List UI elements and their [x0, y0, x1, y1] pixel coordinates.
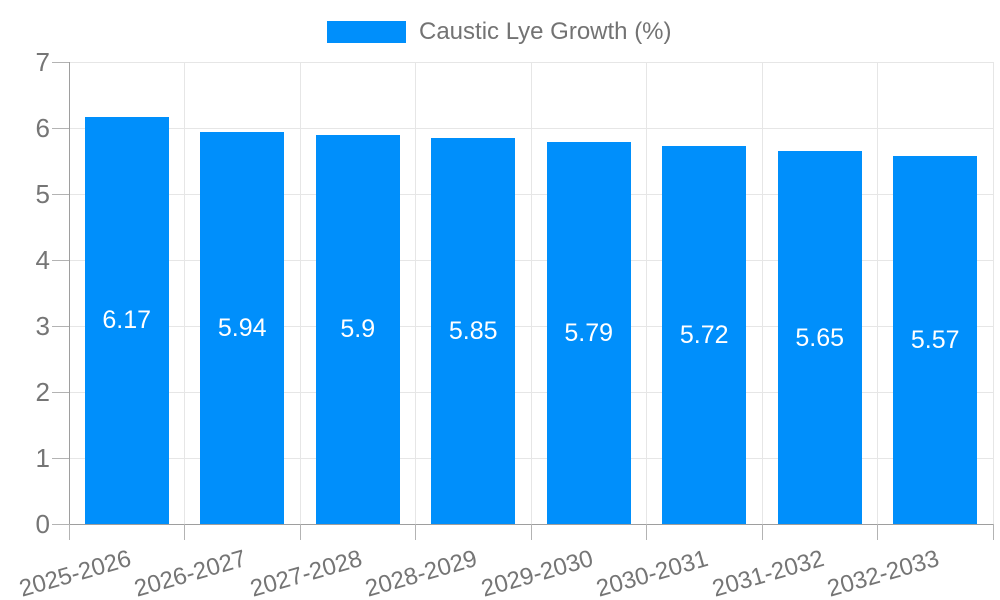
y-axis-tick: [52, 127, 69, 129]
y-axis-label: 3: [35, 311, 50, 341]
y-axis-tick: [52, 391, 69, 393]
bar-value-label: 5.57: [910, 326, 960, 355]
bar-value-label: 5.79: [564, 318, 614, 347]
legend-label: Caustic Lye Growth (%): [419, 18, 672, 45]
x-axis-tick: [299, 524, 301, 540]
x-axis-tick: [184, 524, 185, 540]
y-axis-label: 1: [35, 443, 50, 473]
bar[interactable]: [777, 151, 862, 524]
bar-value-label: 5.72: [679, 321, 729, 350]
x-axis-tick: [761, 524, 763, 540]
y-axis-label: 2: [35, 377, 50, 407]
y-axis-tick: [52, 193, 69, 195]
bar[interactable]: [893, 156, 978, 524]
legend-swatch-icon: [327, 21, 406, 43]
bar[interactable]: [431, 137, 516, 524]
x-axis-tick: [415, 524, 416, 540]
bar[interactable]: [546, 141, 631, 524]
v-gridline: [646, 62, 647, 524]
bar-value-label: 5.65: [795, 323, 845, 352]
v-gridline: [992, 62, 994, 524]
bar[interactable]: [315, 134, 400, 524]
v-gridline: [184, 62, 185, 524]
bar-value-label: 6.17: [102, 306, 152, 335]
y-axis-label: 7: [35, 47, 50, 77]
x-axis-tick: [68, 524, 70, 540]
y-axis-tick: [52, 259, 69, 261]
bar-value-label: 5.94: [217, 313, 267, 342]
y-axis-tick: [52, 523, 69, 525]
v-gridline: [530, 62, 532, 524]
y-axis-label: 6: [35, 113, 50, 143]
y-axis-label: 5: [35, 179, 50, 209]
x-axis-tick: [877, 524, 878, 540]
bar[interactable]: [662, 146, 747, 524]
v-gridline: [877, 62, 878, 524]
x-axis-tick: [992, 524, 994, 540]
bar-value-label: 5.85: [448, 316, 498, 345]
x-axis-tick: [646, 524, 647, 540]
bar[interactable]: [200, 131, 285, 524]
y-axis-tick: [52, 457, 69, 459]
bar[interactable]: [84, 116, 169, 524]
y-axis-label: 4: [35, 245, 50, 275]
x-axis-tick: [530, 524, 532, 540]
v-gridline: [761, 62, 763, 524]
bar-value-label: 5.9: [340, 315, 376, 344]
legend-item[interactable]: Caustic Lye Growth (%): [327, 18, 672, 46]
y-axis-label: 0: [35, 509, 50, 539]
y-axis-tick: [52, 325, 69, 327]
v-gridline: [415, 62, 416, 524]
v-gridline: [299, 62, 301, 524]
y-axis-tick: [52, 61, 69, 63]
y-axis-line: [68, 62, 70, 540]
